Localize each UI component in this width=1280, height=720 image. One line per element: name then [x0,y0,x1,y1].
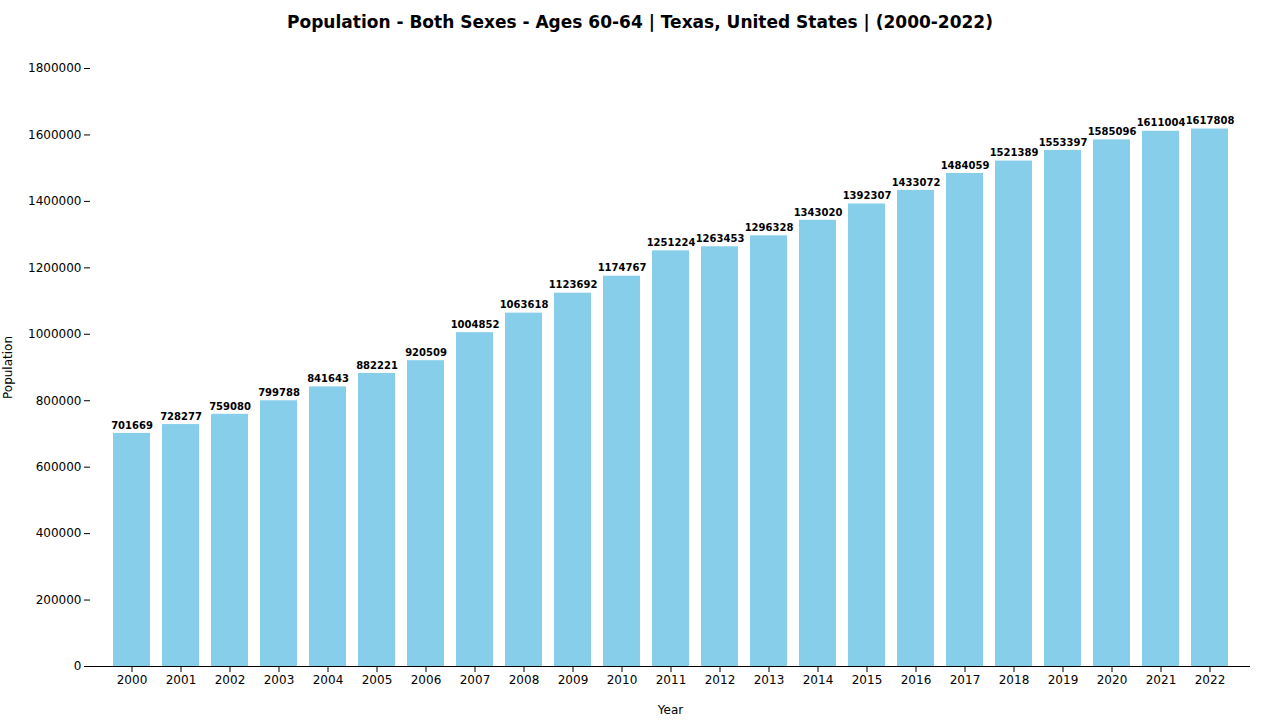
svg-text:2007: 2007 [460,673,491,687]
svg-text:1123692: 1123692 [549,279,598,290]
svg-text:1200000: 1200000 [28,261,81,275]
svg-text:0: 0 [74,659,82,673]
svg-text:2006: 2006 [411,673,442,687]
svg-text:1800000: 1800000 [28,61,81,75]
svg-text:1484059: 1484059 [941,160,990,171]
svg-text:1400000: 1400000 [28,194,81,208]
svg-text:2011: 2011 [656,673,687,687]
svg-text:1392307: 1392307 [843,190,892,201]
svg-text:2022: 2022 [1195,673,1226,687]
svg-text:1343020: 1343020 [794,207,843,218]
svg-text:2003: 2003 [264,673,295,687]
svg-text:1600000: 1600000 [28,128,81,142]
svg-text:600000: 600000 [36,460,82,474]
html-text:Population - Both Sexes - Ages: Population - Both Sexes - Ages 60-64 | T… [287,12,993,32]
svg-text:2014: 2014 [803,673,834,687]
svg-text:1251224: 1251224 [647,237,696,248]
svg-text:2015: 2015 [852,673,883,687]
svg-text:1611004: 1611004 [1137,117,1186,128]
svg-text:1617808: 1617808 [1186,115,1235,126]
svg-text:1000000: 1000000 [28,327,81,341]
svg-text:1004852: 1004852 [451,319,500,330]
svg-text:200000: 200000 [36,593,82,607]
svg-text:2012: 2012 [705,673,736,687]
svg-text:2020: 2020 [1097,673,1128,687]
svg-text:1433072: 1433072 [892,177,941,188]
svg-text:Year: Year [657,703,683,717]
svg-text:920509: 920509 [405,347,447,358]
svg-text:2005: 2005 [362,673,393,687]
svg-text:1585096: 1585096 [1088,126,1137,137]
svg-text:400000: 400000 [36,526,82,540]
svg-text:2001: 2001 [166,673,197,687]
svg-text:2019: 2019 [1048,673,1079,687]
svg-text:1174767: 1174767 [598,262,647,273]
svg-text:2008: 2008 [509,673,540,687]
svg-text:841643: 841643 [307,373,349,384]
svg-text:1296328: 1296328 [745,222,794,233]
svg-text:2004: 2004 [313,673,344,687]
svg-text:1263453: 1263453 [696,233,745,244]
svg-text:2009: 2009 [558,673,589,687]
svg-text:1063618: 1063618 [500,299,549,310]
svg-text:2010: 2010 [607,673,638,687]
svg-text:2018: 2018 [999,673,1030,687]
svg-text:799788: 799788 [258,387,300,398]
svg-text:701669: 701669 [111,420,153,431]
svg-text:Population: Population [1,336,15,399]
svg-text:882221: 882221 [356,360,398,371]
svg-text:800000: 800000 [36,394,82,408]
svg-text:2013: 2013 [754,673,785,687]
svg-text:2017: 2017 [950,673,981,687]
svg-text:1521389: 1521389 [990,147,1039,158]
svg-text:1553397: 1553397 [1039,137,1088,148]
svg-text:2016: 2016 [901,673,932,687]
svg-text:759080: 759080 [209,401,251,412]
svg-text:2021: 2021 [1146,673,1177,687]
svg-text:2002: 2002 [215,673,246,687]
svg-text:728277: 728277 [160,411,202,422]
svg-text:2000: 2000 [117,673,148,687]
